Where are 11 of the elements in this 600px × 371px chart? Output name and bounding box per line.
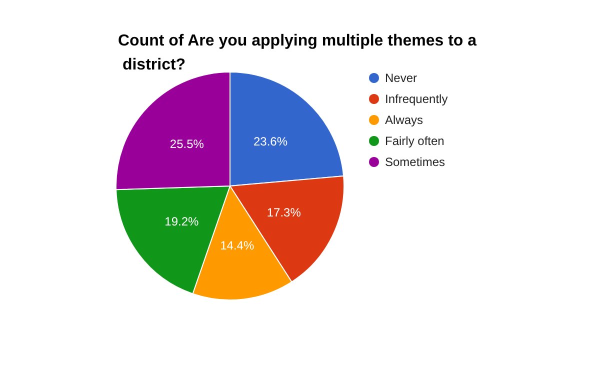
legend-label: Always xyxy=(385,113,424,127)
legend-label: Infrequently xyxy=(385,92,448,106)
legend-label: Never xyxy=(385,71,418,85)
legend-label: Sometimes xyxy=(385,155,446,169)
data-label: 25.5% xyxy=(170,137,204,152)
chart-title: Count of Are you applying multiple themes to a district? xyxy=(118,32,477,74)
legend-label: Fairly often xyxy=(385,134,444,148)
data-label: 14.4% xyxy=(220,238,254,253)
data-label: 19.2% xyxy=(164,214,200,229)
data-label: 17.3% xyxy=(266,205,302,220)
data-label: 23.6% xyxy=(254,134,288,149)
